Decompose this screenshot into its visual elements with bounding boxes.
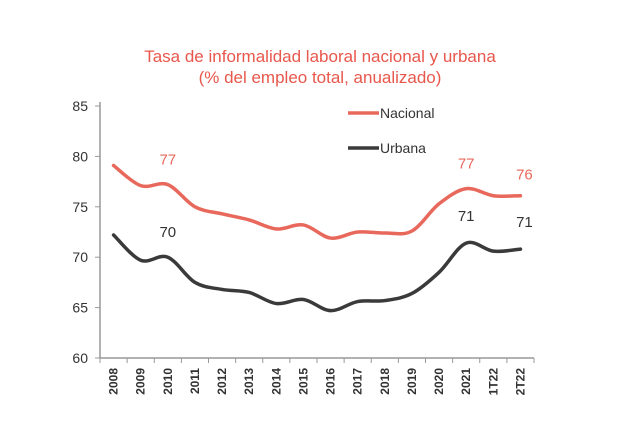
x-tick-label: 2009 [134, 368, 148, 395]
y-tick-label: 85 [72, 98, 88, 114]
data-label: 71 [458, 208, 475, 225]
series-line-urbana [111, 233, 523, 313]
y-tick-label: 75 [72, 199, 88, 215]
chart-subtitle: (% del empleo total, anualizado) [199, 68, 442, 87]
legend-label: Urbana [380, 140, 426, 156]
x-tick-label: 1T22 [486, 368, 500, 396]
data-label: 77 [458, 156, 475, 173]
y-tick-label: 60 [72, 350, 88, 366]
x-tick-label: 2008 [107, 368, 121, 395]
x-tick-label: 2010 [161, 368, 175, 395]
x-tick-label: 2021 [459, 368, 473, 395]
x-tick-label: 2016 [324, 368, 338, 395]
series-line-nacional [111, 163, 523, 240]
data-label: 70 [159, 224, 176, 241]
x-tick-label: 2019 [405, 368, 419, 395]
x-tick-label: 2020 [432, 368, 446, 395]
legend-label: Nacional [380, 105, 434, 121]
y-tick-label: 80 [72, 148, 88, 164]
x-tick-label: 2015 [296, 368, 310, 395]
y-tick-label: 65 [72, 300, 88, 316]
x-tick-label: 2T22 [513, 368, 527, 396]
x-tick-label: 2017 [351, 368, 365, 395]
x-tick-label: 2012 [215, 368, 229, 395]
y-tick-label: 70 [72, 249, 88, 265]
data-label: 77 [159, 152, 176, 169]
x-tick-label: 2011 [188, 368, 202, 394]
x-tick-label: 2013 [242, 368, 256, 395]
chart-title: Tasa de informalidad laboral nacional y … [144, 47, 496, 66]
x-tick-label: 2014 [269, 368, 283, 395]
data-label: 76 [516, 167, 533, 184]
x-tick-label: 2018 [378, 368, 392, 395]
data-label: 71 [516, 214, 533, 231]
